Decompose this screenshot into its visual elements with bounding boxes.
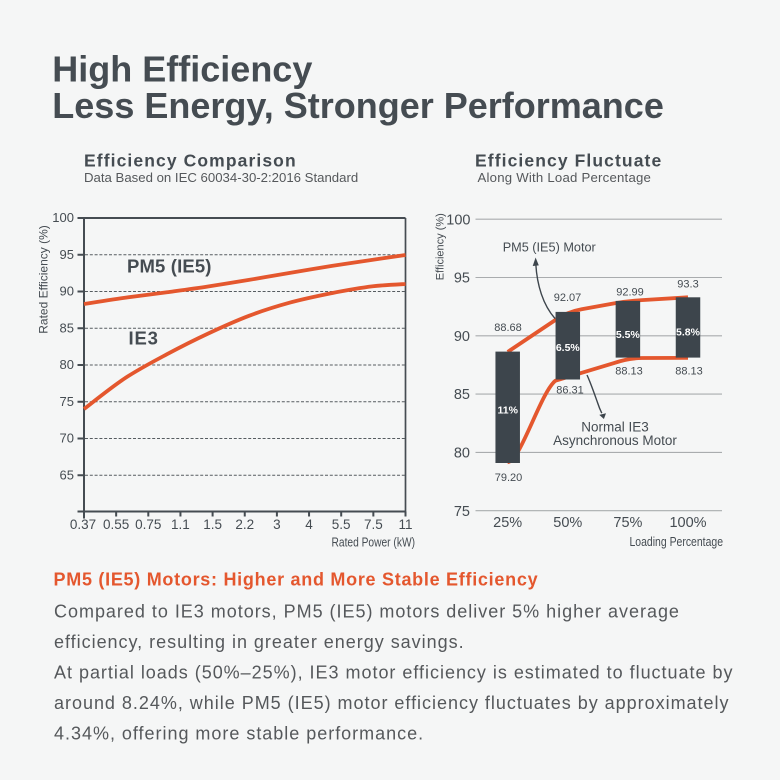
svg-text:93.3: 93.3: [677, 279, 698, 291]
svg-text:92.07: 92.07: [554, 292, 582, 304]
svg-text:Rated Power (kW): Rated Power (kW): [332, 534, 416, 549]
svg-text:75: 75: [60, 394, 74, 409]
svg-text:0.55: 0.55: [103, 517, 129, 532]
svg-text:Data Based on IEC 60034-30-2:2: Data Based on IEC 60034-30-2:2016 Standa…: [84, 170, 358, 185]
svg-text:1.1: 1.1: [171, 517, 190, 532]
svg-text:High Efficiency: High Efficiency: [52, 48, 312, 89]
svg-text:2.2: 2.2: [235, 517, 254, 532]
svg-text:88.13: 88.13: [615, 366, 643, 378]
svg-text:85: 85: [60, 320, 74, 335]
svg-text:80: 80: [454, 446, 470, 462]
svg-text:88.68: 88.68: [494, 322, 522, 334]
svg-text:1.5: 1.5: [203, 517, 222, 532]
svg-text:0.75: 0.75: [135, 517, 161, 532]
svg-text:11%: 11%: [497, 405, 518, 417]
svg-text:80: 80: [60, 357, 74, 372]
svg-text:100%: 100%: [669, 515, 706, 531]
svg-text:Rated Efficiency (%): Rated Efficiency (%): [37, 225, 51, 334]
svg-text:IE3: IE3: [129, 328, 159, 349]
svg-text:85: 85: [454, 387, 470, 403]
svg-text:At partial loads (50%–25%), IE: At partial loads (50%–25%), IE3 motor ef…: [54, 663, 733, 683]
svg-text:70: 70: [60, 431, 74, 446]
svg-text:65: 65: [60, 467, 74, 482]
svg-text:86.31: 86.31: [556, 385, 584, 397]
svg-text:Loading Percentage: Loading Percentage: [630, 534, 724, 549]
svg-text:Along With Load Percentage: Along With Load Percentage: [478, 170, 652, 185]
svg-text:25%: 25%: [493, 515, 522, 531]
svg-text:PM5 (IE5): PM5 (IE5): [127, 256, 212, 277]
svg-text:6.5%: 6.5%: [556, 342, 581, 354]
svg-text:PM5 (IE5) Motor: PM5 (IE5) Motor: [503, 241, 597, 255]
svg-text:Asynchronous Motor: Asynchronous Motor: [553, 433, 677, 448]
svg-text:Normal IE3: Normal IE3: [581, 420, 649, 435]
svg-text:4.34%, offering more stable pe: 4.34%, offering more stable performance.: [54, 724, 424, 744]
svg-text:95: 95: [454, 271, 470, 287]
svg-text:5.8%: 5.8%: [676, 327, 701, 339]
svg-text:11: 11: [398, 517, 412, 532]
svg-text:100: 100: [52, 210, 74, 225]
svg-text:4: 4: [305, 517, 313, 532]
svg-text:90: 90: [454, 329, 470, 345]
svg-text:92.99: 92.99: [616, 287, 644, 299]
svg-text:Efficiency Fluctuate: Efficiency Fluctuate: [475, 151, 662, 171]
svg-text:50%: 50%: [553, 515, 582, 531]
svg-text:7.5: 7.5: [364, 517, 383, 532]
svg-text:0.37: 0.37: [70, 517, 96, 532]
svg-text:79.20: 79.20: [495, 472, 523, 484]
svg-text:90: 90: [60, 284, 74, 299]
svg-text:Efficiency (%): Efficiency (%): [435, 213, 447, 280]
svg-text:75: 75: [454, 504, 470, 520]
svg-text:75%: 75%: [613, 515, 642, 531]
svg-text:5.5: 5.5: [332, 517, 351, 532]
svg-text:around 8.24%, while PM5 (IE5): around 8.24%, while PM5 (IE5) motor effi…: [54, 693, 729, 713]
svg-text:3: 3: [273, 517, 281, 532]
svg-text:PM5 (IE5) Motors: Higher and M: PM5 (IE5) Motors: Higher and More Stable…: [54, 570, 539, 590]
svg-text:100: 100: [446, 212, 470, 228]
svg-text:efficiency, resulting in great: efficiency, resulting in greater energy …: [54, 632, 465, 652]
svg-text:88.13: 88.13: [675, 366, 703, 378]
svg-text:95: 95: [60, 247, 74, 262]
svg-text:5.5%: 5.5%: [616, 329, 641, 341]
svg-text:Efficiency Comparison: Efficiency Comparison: [84, 151, 297, 171]
svg-text:Compared to IE3 motors, PM5 (I: Compared to IE3 motors, PM5 (IE5) motors…: [54, 602, 680, 622]
svg-text:Less Energy, Stronger Performa: Less Energy, Stronger Performance: [52, 85, 664, 126]
